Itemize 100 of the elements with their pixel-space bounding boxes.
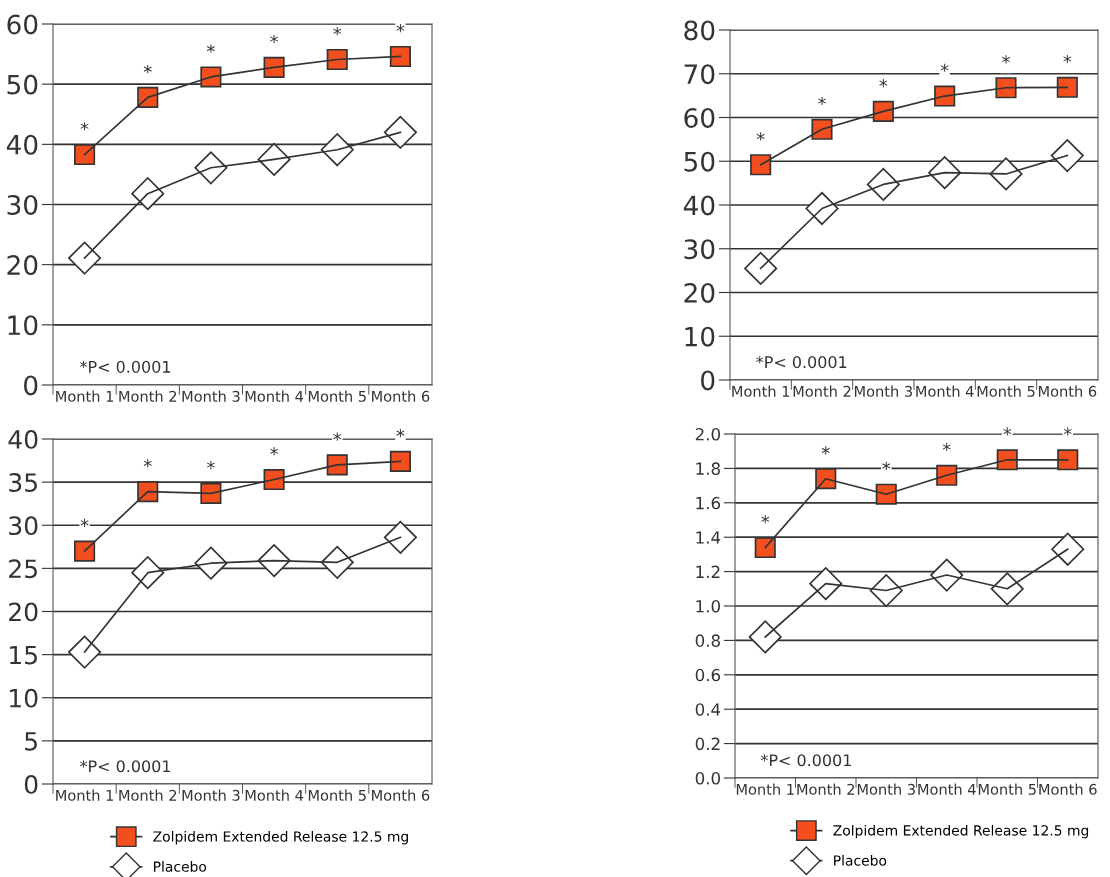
annotation: * [818,96,826,106]
point [805,191,839,226]
x-tick-label: Month 1 [732,385,790,397]
point [990,572,1024,606]
point [995,77,1017,99]
y-tick-label: 10 [685,326,715,347]
x-tick-label: Month 6 [372,789,430,801]
legend-label: Placebo [834,855,887,866]
annotation: * [879,78,888,88]
y-tick-label: 50 [7,74,38,95]
annotation: * [143,459,152,468]
annotation: * [821,446,830,455]
y-tick-label: 70 [684,64,715,85]
point [866,167,900,201]
y-tick-label: 0.8 [695,634,720,647]
y-tick-label: 40 [8,429,38,449]
x-tick-label: Month 2 [797,783,855,795]
y-tick-label: 0.0 [695,771,720,785]
point [996,449,1018,471]
annotation: * [80,518,89,527]
y-tick-label: 10 [10,688,38,708]
point [389,45,411,68]
y-tick-label: 80 [684,20,715,41]
point [131,556,165,590]
x-tick-label: Month 4 [245,390,304,402]
x-tick-label: Month 3 [182,789,240,801]
y-tick-label: 0 [24,375,38,396]
y-tick-label: 30 [684,239,715,260]
x-tick-label: Month 6 [1038,385,1097,397]
x-tick-label: Month 5 [978,783,1036,795]
y-tick-label: 1.2 [696,565,720,578]
point [74,540,96,562]
annotation: * [1002,55,1010,64]
x-tick-label: Month 3 [182,390,240,402]
annotation: * [882,461,891,470]
y-tick-label: 30 [9,516,38,536]
point [936,464,958,486]
y-tick-label: 0 [701,370,715,391]
annotation: * [333,432,342,441]
y-tick-label: 30 [7,194,38,215]
annotation: * [1063,427,1072,436]
legend-label: Zolpidem Extended Release 12.5 mg [153,831,408,845]
y-tick-label: 0.2 [695,737,720,751]
annotation: * [940,63,949,72]
point [320,133,354,167]
x-tick-label: Month 2 [119,390,177,402]
point [744,251,778,285]
annotation: *P< 0.0001 [760,754,851,767]
point [934,85,956,107]
point [263,56,285,78]
x-tick-label: Month 6 [1039,783,1097,795]
point [1051,532,1085,566]
point [68,635,102,669]
x-tick-label: Month 1 [56,390,114,402]
y-tick-label: 20 [7,255,38,276]
point [326,454,348,476]
point [68,241,102,275]
annotation: * [270,34,279,44]
point [872,100,894,122]
x-tick-label: Month 5 [308,789,366,801]
x-tick-label: Month 4 [245,789,304,801]
y-tick-label: 1.8 [696,462,720,475]
point [1050,139,1084,173]
y-tick-label: 35 [9,473,37,492]
y-tick-label: 20 [684,282,715,303]
legend-label: Placebo [154,861,207,872]
annotation: * [1003,427,1012,436]
point [811,118,833,140]
y-tick-label: 0.4 [695,703,721,716]
x-tick-label: Month 3 [854,385,912,397]
y-tick-label: 60 [684,107,715,128]
annotation: * [396,24,405,33]
x-tick-label: Month 3 [857,783,915,795]
point [74,144,96,166]
annotation: * [206,44,215,53]
point [748,620,782,654]
point [383,115,417,149]
y-tick-label: 1.0 [696,599,720,613]
annotation: * [761,515,770,524]
point [200,482,222,504]
x-tick-label: Month 1 [56,789,114,801]
annotation: * [143,64,152,74]
y-tick-label: 60 [7,14,38,35]
y-tick-label: 50 [684,151,715,172]
y-tick-label: 1.6 [696,496,721,510]
y-tick-label: 25 [9,559,37,579]
point [200,66,222,88]
annotation: * [206,460,215,470]
y-tick-label: 15 [10,645,37,665]
annotation: * [80,122,89,131]
annotation: * [942,442,951,452]
point [257,142,291,176]
y-tick-label: 5 [25,732,37,751]
x-tick-label: Month 5 [308,390,366,402]
annotation: * [756,132,765,141]
text: * [396,428,405,438]
y-tick-label: 40 [683,195,715,216]
y-tick-label: 2.0 [695,427,720,441]
x-tick-label: Month 2 [793,385,851,397]
annotation: * [1063,54,1072,64]
